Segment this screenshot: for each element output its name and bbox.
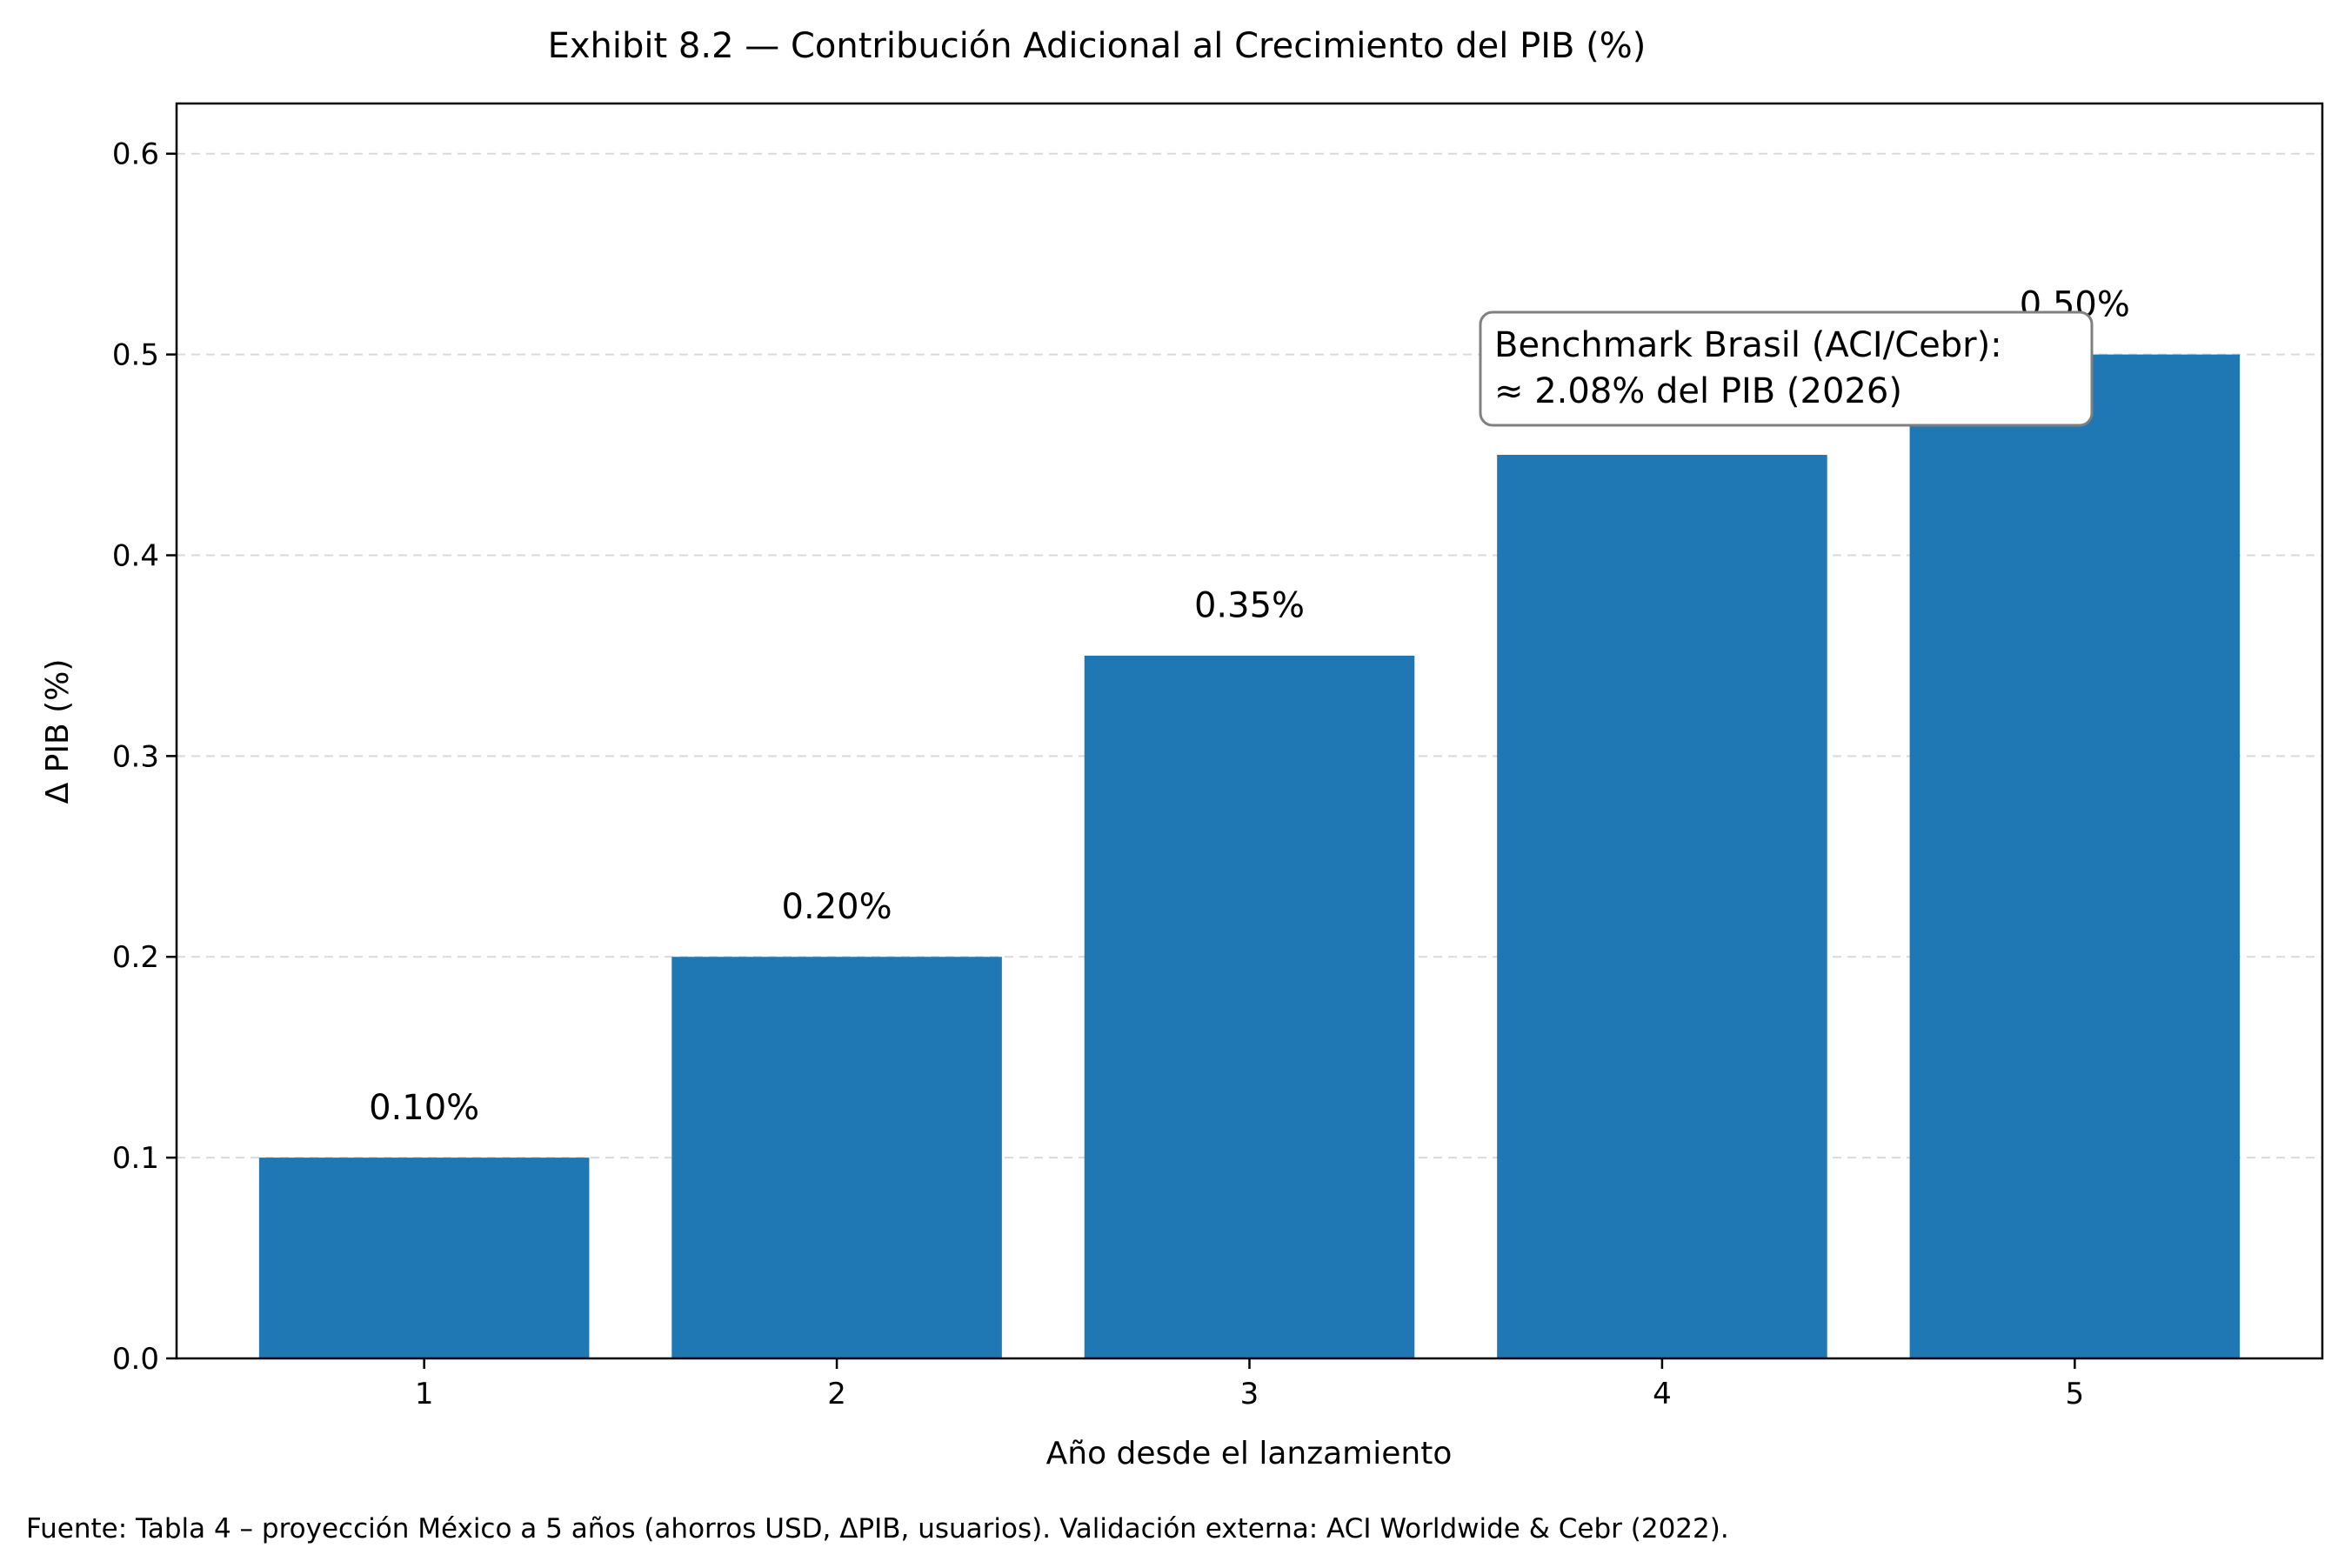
bar (671, 957, 1002, 1358)
x-axis: 1 2 3 4 5 (415, 1358, 2084, 1411)
y-tick-label: 0.3 (112, 739, 159, 774)
data-label: 0.35% (1194, 586, 1305, 626)
data-label: 0.10% (369, 1088, 479, 1128)
x-tick-label: 2 (827, 1377, 846, 1411)
benchmark-annotation: Benchmark Brasil (ACI/Cebr): ≈ 2.08% del… (1479, 310, 2094, 427)
x-tick-label: 1 (415, 1377, 434, 1411)
y-tick-label: 0.4 (112, 538, 159, 573)
bar (1084, 655, 1415, 1358)
annotation-box (1479, 310, 2094, 427)
x-axis-label: Año desde el lanzamiento (1046, 1436, 1453, 1471)
bars (258, 354, 2241, 1359)
y-tick-label: 0.1 (112, 1141, 159, 1176)
source-note: Fuente: Tabla 4 – proyección México a 5 … (26, 1513, 1729, 1545)
annotation-line-2: ≈ 2.08% del PIB (2026) (1494, 371, 1902, 411)
bar (1909, 354, 2241, 1359)
chart-title: Exhibit 8.2 — Contribución Adicional al … (548, 26, 1647, 66)
annotation-line-1: Benchmark Brasil (ACI/Cebr): (1494, 325, 2002, 365)
x-tick-label: 5 (2066, 1377, 2085, 1411)
x-tick-label: 4 (1653, 1377, 1672, 1411)
y-axis: 0.0 0.1 0.2 0.3 0.4 0.5 0.6 (112, 137, 177, 1377)
x-tick-label: 3 (1240, 1377, 1259, 1411)
y-tick-label: 0.0 (112, 1342, 159, 1377)
y-tick-label: 0.5 (112, 338, 159, 373)
data-label: 0.20% (782, 887, 892, 927)
bar (258, 1158, 590, 1358)
y-axis-label: Δ PIB (%) (40, 659, 76, 804)
y-tick-label: 0.2 (112, 940, 159, 975)
bar (1497, 455, 1827, 1358)
y-tick-label: 0.6 (112, 137, 159, 172)
